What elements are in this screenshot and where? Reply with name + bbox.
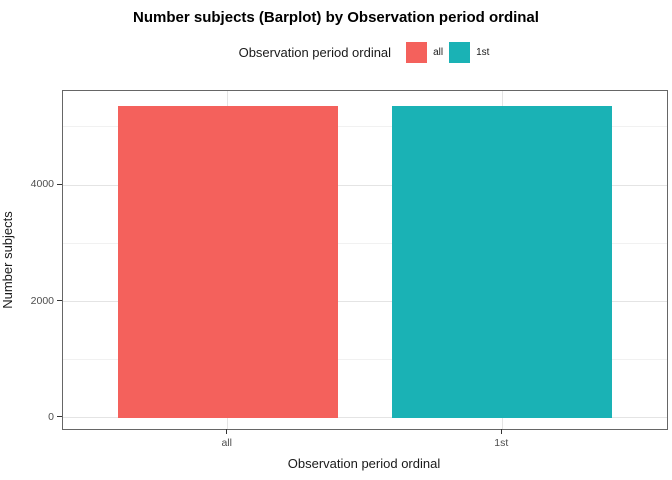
- gridline-minor-y: [63, 126, 667, 128]
- legend-swatch: [406, 41, 428, 63]
- bar: [392, 105, 613, 418]
- legend-key-all: all: [406, 41, 444, 63]
- gridline-minor-y: [63, 242, 667, 244]
- bar: [117, 105, 338, 418]
- x-tick-mark: [226, 429, 228, 434]
- gridline-minor-y: [63, 359, 667, 361]
- legend-label: 1st: [476, 46, 490, 58]
- y-tick-label: 4000: [30, 178, 54, 190]
- y-tick-mark: [57, 416, 62, 418]
- x-tick-label: 1st: [494, 437, 509, 449]
- legend: Observation period ordinal all 1st: [62, 41, 666, 63]
- gridline-major-y: [63, 417, 667, 419]
- x-axis-title: Observation period ordinal: [287, 456, 441, 471]
- chart-title: Number subjects (Barplot) by Observation…: [133, 9, 539, 26]
- y-tick-mark: [57, 183, 62, 185]
- gridline-major-y: [63, 184, 667, 186]
- x-tick-label: all: [221, 437, 232, 449]
- y-axis-title: Number subjects: [0, 211, 15, 309]
- legend-swatch: [449, 41, 471, 63]
- legend-label: all: [433, 46, 444, 58]
- legend-title: Observation period ordinal: [238, 44, 392, 60]
- legend-key-1st: 1st: [449, 41, 490, 63]
- plot-panel: [62, 90, 668, 430]
- y-tick-label: 0: [48, 410, 54, 423]
- gridline-major-y: [63, 301, 667, 302]
- y-tick-mark: [57, 300, 62, 301]
- x-tick-mark: [500, 429, 502, 434]
- y-tick-label: 2000: [30, 294, 54, 307]
